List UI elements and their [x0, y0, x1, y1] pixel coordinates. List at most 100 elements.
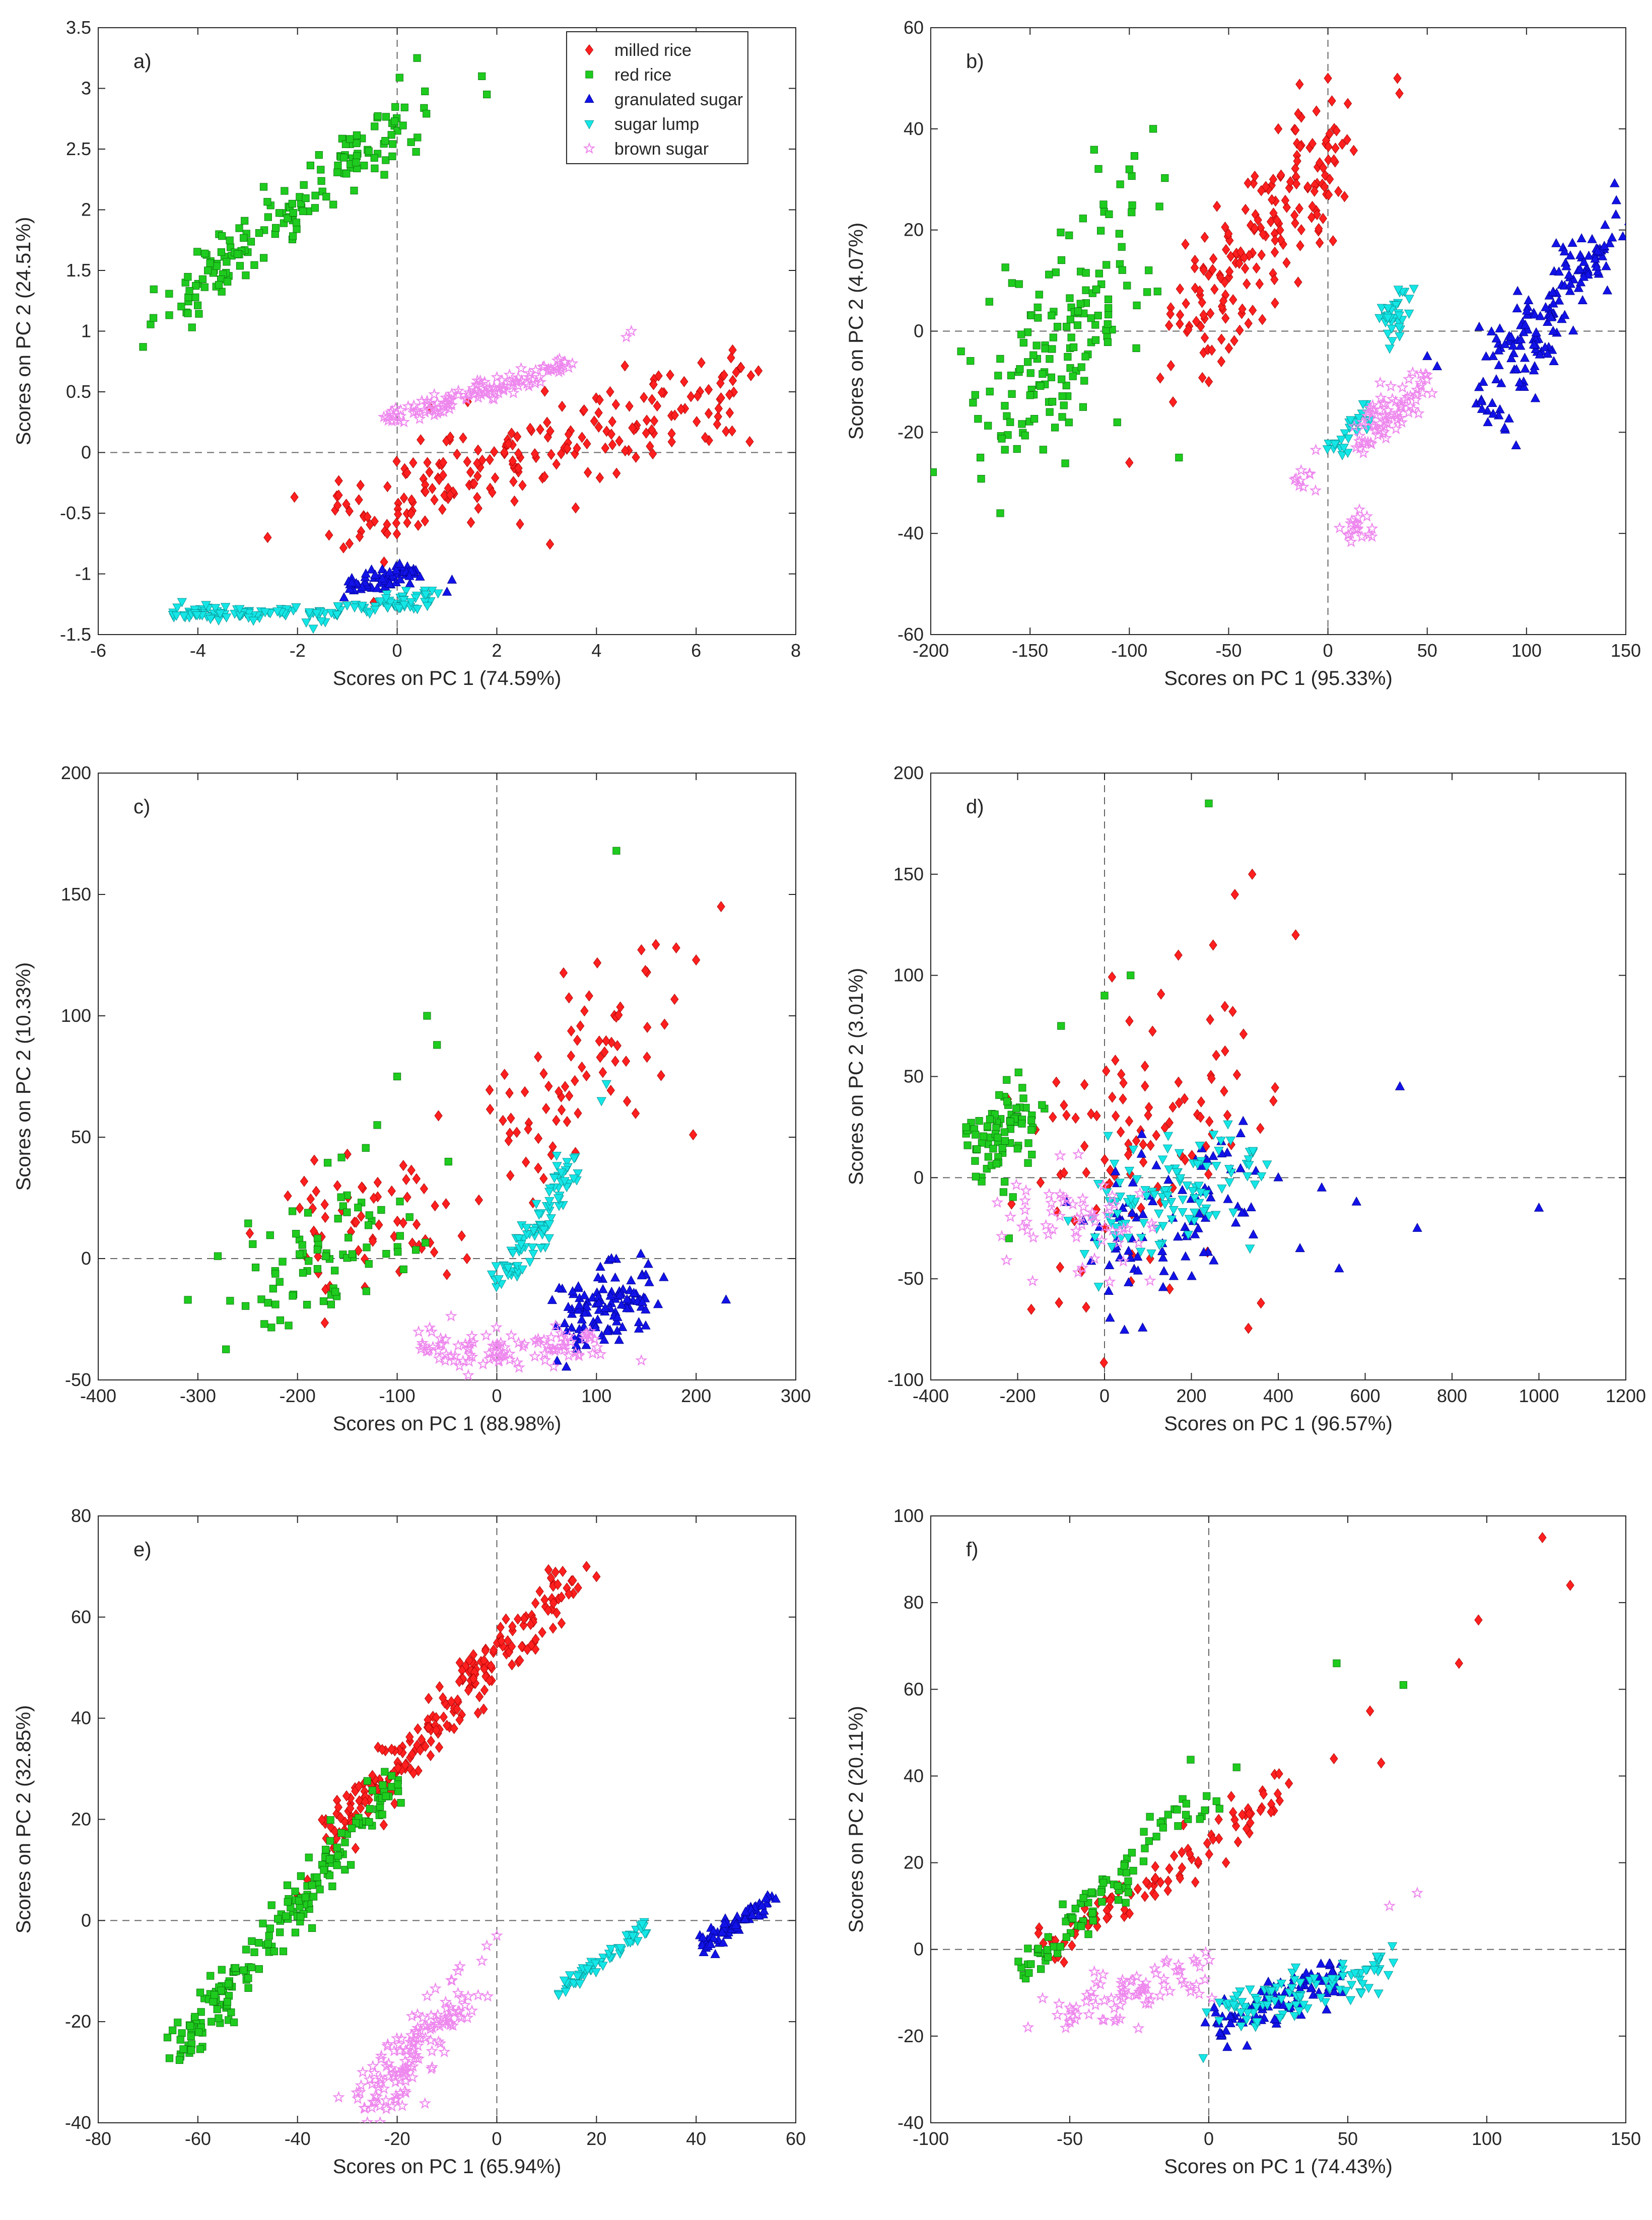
data-point-granulated-sugar: [617, 1322, 628, 1331]
data-point-sugar-lump: [1162, 1192, 1173, 1201]
data-point-red-rice: [1057, 228, 1065, 237]
data-point-brown-sugar: [1374, 391, 1387, 403]
data-point-red-rice: [1203, 1792, 1211, 1800]
data-point-granulated-sugar: [1200, 2017, 1210, 2027]
data-point-red-rice: [1049, 333, 1057, 341]
series-brown-sugar: [412, 1309, 648, 1380]
data-point-red-rice: [265, 1932, 273, 1940]
data-point-sugar-lump: [421, 590, 431, 600]
x-tick-label: 100: [1511, 640, 1542, 661]
data-point-granulated-sugar: [1516, 334, 1526, 343]
data-point-red-rice: [405, 1213, 414, 1221]
data-point-sugar-lump: [1225, 1136, 1235, 1146]
data-point-milled-rice: [475, 1691, 484, 1702]
data-point-brown-sugar: [1206, 1991, 1218, 2003]
data-point-milled-rice: [1294, 276, 1302, 288]
data-point-milled-rice: [333, 1180, 342, 1192]
data-point-red-rice: [1032, 341, 1041, 350]
data-point-red-rice: [1067, 333, 1075, 341]
data-point-milled-rice: [414, 520, 423, 531]
data-point-sugar-lump: [332, 610, 342, 620]
data-point-granulated-sugar: [372, 583, 382, 592]
data-point-milled-rice: [1296, 240, 1304, 251]
data-point-brown-sugar: [1365, 438, 1378, 450]
data-point-red-rice: [1048, 345, 1056, 353]
data-point-milled-rice: [1206, 308, 1215, 319]
data-point-red-rice: [232, 1964, 240, 1972]
data-point-red-rice: [1038, 1101, 1046, 1109]
data-point-brown-sugar: [1045, 1196, 1058, 1209]
data-point-red-rice: [301, 1893, 309, 1901]
data-point-milled-rice: [1117, 1069, 1126, 1080]
data-point-milled-rice: [582, 1070, 591, 1081]
data-point-red-rice: [1164, 1811, 1172, 1819]
data-point-brown-sugar: [1426, 387, 1438, 399]
data-point-brown-sugar: [491, 371, 503, 383]
data-point-red-rice: [1128, 209, 1136, 217]
data-point-sugar-lump: [1289, 1976, 1299, 1985]
data-point-milled-rice: [334, 490, 343, 501]
data-point-granulated-sugar: [612, 1311, 623, 1321]
data-point-brown-sugar: [407, 406, 420, 419]
data-point-granulated-sugar: [1271, 2018, 1281, 2028]
data-point-sugar-lump: [1270, 1997, 1280, 2006]
data-point-red-rice: [1115, 230, 1123, 238]
data-point-granulated-sugar: [377, 573, 387, 583]
data-point-brown-sugar: [528, 1350, 541, 1362]
data-point-brown-sugar: [418, 2019, 431, 2032]
data-point-granulated-sugar: [1194, 1208, 1205, 1218]
data-point-milled-rice: [399, 1160, 407, 1171]
data-point-milled-rice: [725, 389, 734, 400]
data-point-sugar-lump: [1393, 286, 1403, 295]
data-point-brown-sugar: [1366, 522, 1379, 534]
data-point-granulated-sugar: [1206, 1192, 1216, 1202]
data-point-red-rice: [1105, 304, 1113, 312]
data-point-milled-rice: [1324, 73, 1332, 84]
data-point-brown-sugar: [1089, 1998, 1102, 2010]
data-point-granulated-sugar: [1605, 238, 1615, 247]
data-point-brown-sugar: [538, 1347, 551, 1359]
data-point-granulated-sugar: [1157, 1246, 1167, 1256]
data-point-milled-rice: [631, 1107, 640, 1119]
data-point-sugar-lump: [381, 594, 391, 603]
data-point-milled-rice: [594, 407, 603, 419]
x-tick-label: 150: [1611, 2128, 1641, 2149]
data-point-brown-sugar: [1046, 1223, 1059, 1235]
data-point-granulated-sugar: [1554, 295, 1564, 305]
data-point-milled-rice: [574, 1582, 582, 1593]
data-point-milled-rice: [1303, 181, 1312, 193]
data-point-milled-rice: [1338, 138, 1347, 150]
data-point-red-rice: [1028, 1150, 1036, 1159]
data-point-milled-rice: [1233, 1836, 1243, 1848]
data-point-brown-sugar: [1415, 379, 1428, 391]
data-point-granulated-sugar: [614, 1335, 624, 1344]
x-tick-label: -100: [379, 1385, 416, 1406]
data-point-milled-rice: [1308, 200, 1317, 212]
data-point-red-rice: [323, 1159, 332, 1167]
data-point-red-rice: [382, 156, 390, 164]
data-point-milled-rice: [407, 1164, 416, 1176]
data-point-granulated-sugar: [447, 574, 457, 584]
data-point-milled-rice: [330, 1826, 339, 1837]
data-point-brown-sugar: [513, 1361, 525, 1373]
data-point-red-rice: [399, 1265, 407, 1273]
data-point-sugar-lump: [1223, 1120, 1233, 1130]
data-point-milled-rice: [694, 390, 702, 402]
chart-panel-6: -100 -50 0 50 100 150-40-20020406080100Scores…: [845, 1505, 1641, 2178]
data-point-sugar-lump: [1383, 314, 1393, 323]
data-point-red-rice: [317, 177, 325, 185]
data-point-red-rice: [1114, 1882, 1122, 1890]
data-point-granulated-sugar: [637, 1270, 647, 1280]
data-point-milled-rice: [1282, 257, 1291, 268]
data-point-milled-rice: [531, 1633, 540, 1645]
data-point-milled-rice: [608, 416, 616, 428]
data-point-red-rice: [226, 1297, 234, 1305]
data-point-granulated-sugar: [1488, 408, 1498, 418]
data-point-brown-sugar: [439, 1333, 452, 1345]
data-point-red-rice: [414, 133, 422, 142]
y-axis-label: Scores on PC 2 (24.51%): [13, 217, 35, 446]
data-point-milled-rice: [1455, 1657, 1463, 1669]
data-point-sugar-lump: [1217, 1185, 1227, 1194]
data-point-milled-rice: [1204, 1168, 1213, 1180]
data-point-red-rice: [1027, 311, 1036, 319]
